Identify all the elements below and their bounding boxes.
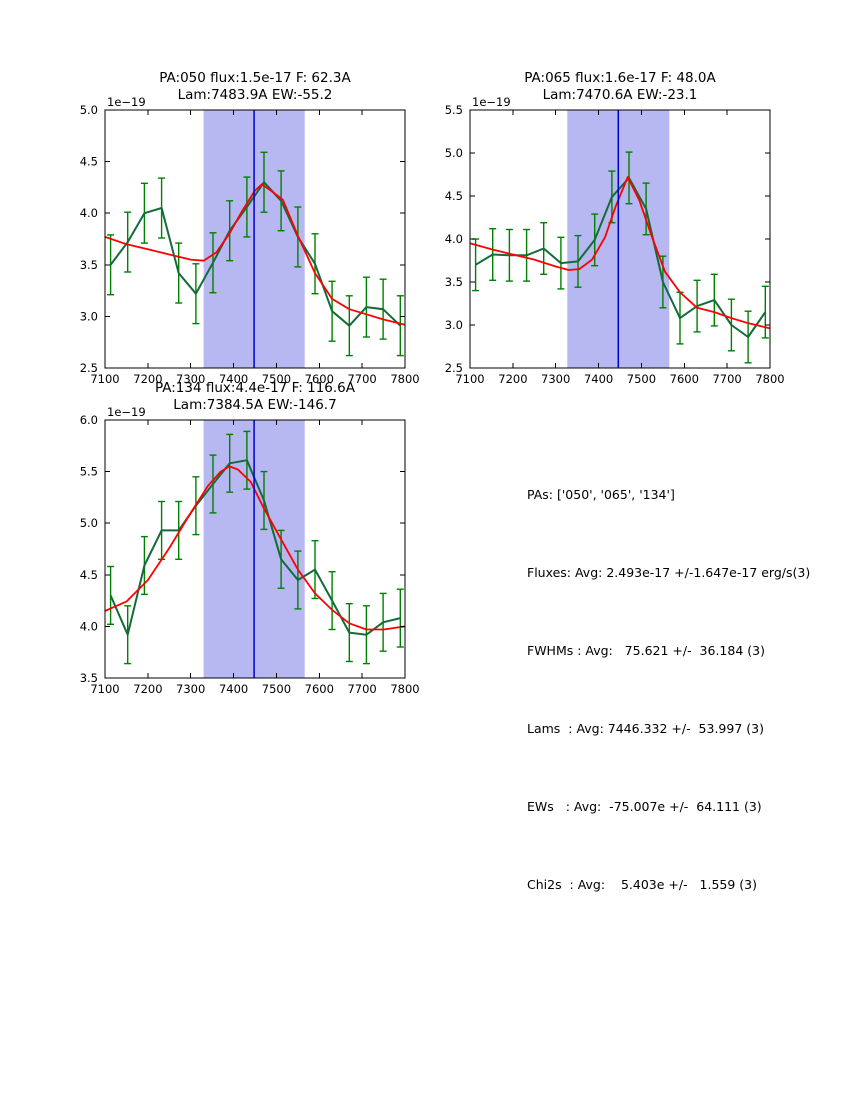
stats-line-ews: EWs : Avg: -75.007e +/- 64.111 (3) [527,799,762,814]
plot-title-pa065: PA:065 flux:1.6e-17 F: 48.0A Lam:7470.6A… [470,70,770,104]
plot-title-pa050: PA:050 flux:1.5e-17 F: 62.3A Lam:7483.9A… [105,70,405,104]
svg-text:4.5: 4.5 [80,568,98,582]
svg-text:3.0: 3.0 [80,309,98,323]
spectrum-panel-pa065: PA:065 flux:1.6e-17 F: 48.0A Lam:7470.6A… [430,70,810,400]
plot-title-line1: PA:065 flux:1.6e-17 F: 48.0A [524,70,716,86]
svg-text:7300: 7300 [176,372,205,386]
svg-text:7600: 7600 [670,372,699,386]
spectrum-plot-pa065: 7100 7200 7300 7400 7500 7600 7700 7800 2.5 3.0 3.… [445,95,785,386]
svg-text:2.5: 2.5 [445,361,463,375]
stats-line-pas: PAs: ['050', '065', '134'] [527,487,675,502]
svg-text:5.5: 5.5 [445,103,463,117]
svg-text:7200: 7200 [498,372,527,386]
svg-text:4.5: 4.5 [80,155,98,169]
svg-text:4.0: 4.0 [445,232,463,246]
stats-line-fwhms: FWHMs : Avg: 75.621 +/- 36.184 (3) [527,643,765,658]
svg-text:1e−19: 1e−19 [107,95,146,109]
spectrum-plot-pa050: 7100 7200 7300 7400 7500 7600 7700 7800 2.5 3.0 3.… [80,95,420,386]
svg-text:6.0: 6.0 [80,413,98,427]
svg-text:7500: 7500 [262,682,291,696]
svg-text:5.0: 5.0 [80,516,98,530]
svg-text:7800: 7800 [390,682,419,696]
stats-panel: PAs: ['050', '065', '134'] Fluxes: Avg: … [527,430,810,950]
svg-text:1e−19: 1e−19 [472,95,511,109]
svg-text:7800: 7800 [755,372,784,386]
svg-text:7100: 7100 [90,372,119,386]
svg-text:7800: 7800 [390,372,419,386]
svg-text:1e−19: 1e−19 [107,405,146,419]
plot-title-line2: Lam:7483.9A EW:-55.2 [177,87,333,103]
svg-text:7300: 7300 [541,372,570,386]
svg-text:7400: 7400 [584,372,613,386]
plot-title-line2: Lam:7470.6A EW:-23.1 [542,87,698,103]
svg-text:5.5: 5.5 [80,465,98,479]
svg-text:5.0: 5.0 [80,103,98,117]
svg-text:4.0: 4.0 [80,206,98,220]
spectrum-panel-pa050: PA:050 flux:1.5e-17 F: 62.3A Lam:7483.9A… [65,70,445,400]
stats-line-fluxes: Fluxes: Avg: 2.493e-17 +/-1.647e-17 erg/… [527,565,811,580]
svg-text:7400: 7400 [219,682,248,696]
svg-text:7700: 7700 [712,372,741,386]
svg-text:7100: 7100 [90,682,119,696]
svg-text:7500: 7500 [262,372,291,386]
svg-text:7200: 7200 [133,682,162,696]
plot-title-line2: Lam:7384.5A EW:-146.7 [173,397,337,413]
svg-text:2.5: 2.5 [80,361,98,375]
svg-text:3.5: 3.5 [445,275,463,289]
svg-text:7600: 7600 [305,682,334,696]
svg-text:3.5: 3.5 [80,671,98,685]
svg-text:7600: 7600 [305,372,334,386]
svg-text:5.0: 5.0 [445,146,463,160]
spectrum-plot-pa134: 7100 7200 7300 7400 7500 7600 7700 7800 3.5 4.0 4.… [80,405,420,696]
svg-text:7300: 7300 [176,682,205,696]
svg-text:3.0: 3.0 [445,318,463,332]
stats-line-lams: Lams : Avg: 7446.332 +/- 53.997 (3) [527,721,764,736]
svg-text:4.0: 4.0 [80,619,98,633]
svg-text:7700: 7700 [347,682,376,696]
spectrum-panel-pa134: PA:134 flux:4.4e-17 F: 116.6A Lam:7384.5… [65,380,445,710]
svg-text:7400: 7400 [219,372,248,386]
plot-title-pa134: PA:134 flux:4.4e-17 F: 116.6A Lam:7384.5… [105,380,405,414]
svg-text:7200: 7200 [133,372,162,386]
plot-title-line1: PA:050 flux:1.5e-17 F: 62.3A [159,70,351,86]
svg-text:7700: 7700 [347,372,376,386]
stats-line-chi2s: Chi2s : Avg: 5.403e +/- 1.559 (3) [527,877,758,892]
plot-title-line1: PA:134 flux:4.4e-17 F: 116.6A [154,380,356,396]
svg-text:3.5: 3.5 [80,258,98,272]
svg-text:7500: 7500 [627,372,656,386]
svg-text:7100: 7100 [455,372,484,386]
svg-text:4.5: 4.5 [445,189,463,203]
